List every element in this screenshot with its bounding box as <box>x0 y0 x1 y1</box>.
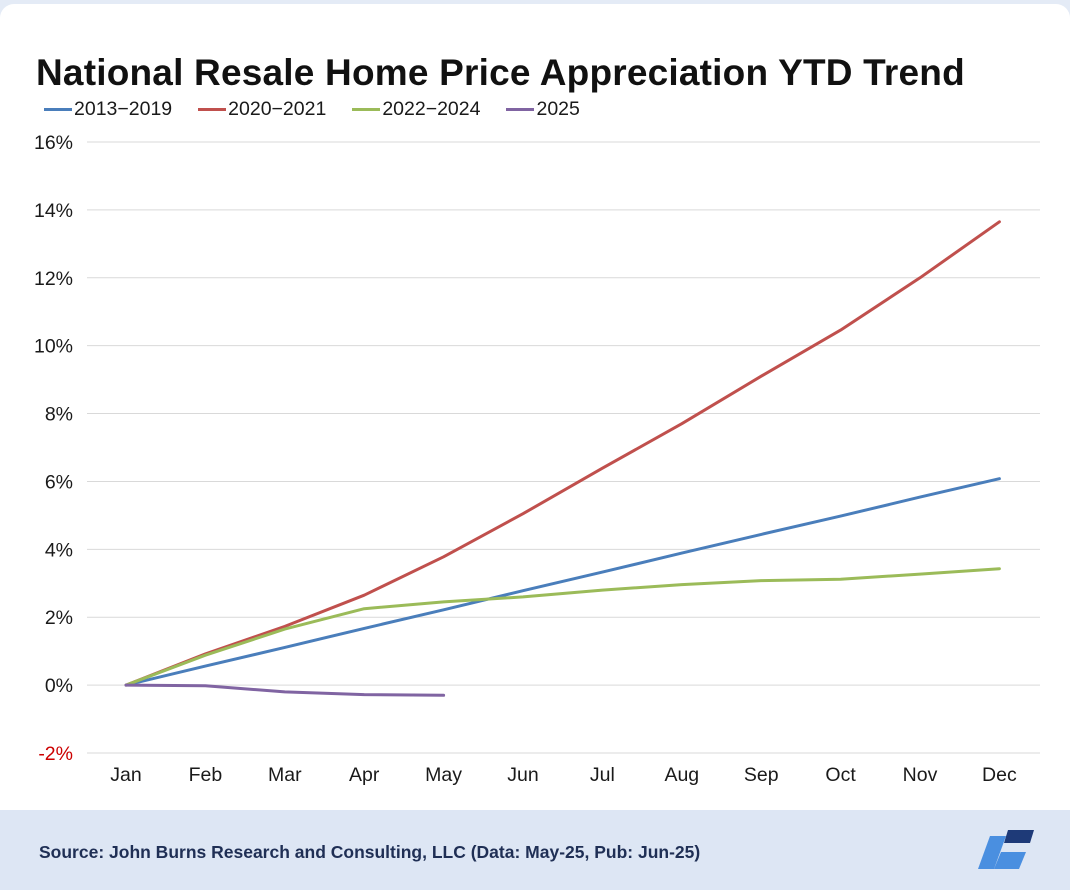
legend-swatch <box>352 107 381 111</box>
y-tick-label: 8% <box>45 404 73 426</box>
chart-title: National Resale Home Price Appreciation … <box>36 52 965 93</box>
y-tick-label: -2% <box>38 743 73 765</box>
legend-label: 2022−2024 <box>382 97 481 120</box>
legend-swatch <box>44 107 72 111</box>
chart-card: National Resale Home Price Appreciation … <box>0 4 1070 810</box>
x-tick-label: Mar <box>268 764 302 786</box>
legend-item: 2022−2024 <box>352 98 480 121</box>
footer-bar: Source: John Burns Research and Consulti… <box>0 810 1070 890</box>
legend-item: 2020−2021 <box>198 98 326 121</box>
source-note: Source: John Burns Research and Consulti… <box>39 842 701 862</box>
y-tick-label: 0% <box>45 675 73 697</box>
line-chart: -2% 0% 2% 4% 6% 8% 10% 12% 14% 16% Jan Feb Mar Apr May… <box>34 132 1040 786</box>
series-line-2013-2019 <box>124 477 1001 687</box>
y-tick-label: 2% <box>45 607 73 629</box>
legend-label: 2025 <box>536 97 580 120</box>
x-tick-label: Apr <box>349 764 380 786</box>
x-tick-label: Jan <box>110 764 141 786</box>
x-tick-label: Jul <box>590 764 615 786</box>
logo-stripe-top <box>1004 830 1034 843</box>
chart-legend: 2013−2019 2020−2021 2022−2024 2025 <box>44 98 606 120</box>
logo-stripe-bottom <box>994 852 1026 869</box>
series-line-2025 <box>124 683 446 697</box>
series-line-2022-2024 <box>124 567 1001 687</box>
x-tick-label: Feb <box>189 764 223 786</box>
legend-swatch <box>506 107 535 111</box>
legend-label: 2013−2019 <box>74 97 173 120</box>
y-tick-label: 10% <box>34 336 73 358</box>
y-tick-label: 12% <box>34 268 73 290</box>
y-tick-label: 14% <box>34 200 73 222</box>
x-tick-label: Jun <box>507 764 538 786</box>
x-tick-label: Dec <box>982 764 1017 786</box>
x-tick-label: Oct <box>825 764 856 786</box>
x-tick-label: May <box>425 764 462 786</box>
series-line-2020-2021 <box>124 220 1001 687</box>
legend-label: 2020−2021 <box>228 97 327 120</box>
y-tick-label: 6% <box>45 471 73 493</box>
x-tick-label: Aug <box>664 764 699 786</box>
y-tick-label: 4% <box>45 539 73 561</box>
legend-swatch <box>198 107 227 111</box>
legend-item: 2025 <box>506 97 580 121</box>
legend-item: 2013−2019 <box>44 98 172 121</box>
logo-stripe-left <box>978 836 1006 869</box>
y-tick-label: 16% <box>34 132 73 154</box>
jbrec-logo-icon <box>978 830 1034 869</box>
x-tick-label: Nov <box>903 764 938 786</box>
x-tick-label: Sep <box>744 764 779 786</box>
